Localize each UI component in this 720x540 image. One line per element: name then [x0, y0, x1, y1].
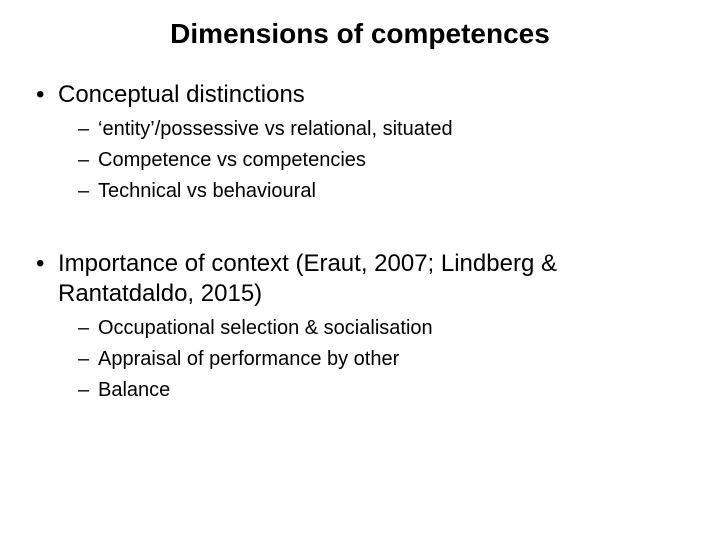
slide: Dimensions of competences Conceptual dis… [0, 0, 720, 540]
sub-bullet-item: Technical vs behavioural [58, 178, 690, 205]
sub-bullet-text: Competence vs competencies [98, 149, 366, 171]
bullet-list: Importance of context (Eraut, 2007; Lind… [30, 249, 690, 404]
sub-bullet-text: ‘entity’/possessive vs relational, situa… [98, 118, 453, 140]
sub-bullet-item: Balance [58, 377, 690, 404]
sub-bullet-item: Occupational selection & socialisation [58, 315, 690, 342]
bullet-text: Conceptual distinctions [58, 81, 305, 108]
sub-bullet-text: Balance [98, 379, 170, 401]
bullet-text: Importance of context (Eraut, 2007; Lind… [58, 250, 557, 307]
bullet-item: Conceptual distinctions ‘entity’/possess… [30, 80, 690, 205]
sub-bullet-text: Occupational selection & socialisation [98, 317, 433, 339]
slide-title: Dimensions of competences [30, 18, 690, 50]
spacer [30, 215, 690, 249]
sub-bullet-list: ‘entity’/possessive vs relational, situa… [58, 116, 690, 205]
sub-bullet-text: Appraisal of performance by other [98, 348, 399, 370]
sub-bullet-item: ‘entity’/possessive vs relational, situa… [58, 116, 690, 143]
sub-bullet-text: Technical vs behavioural [98, 180, 316, 202]
bullet-item: Importance of context (Eraut, 2007; Lind… [30, 249, 690, 404]
sub-bullet-list: Occupational selection & socialisation A… [58, 315, 690, 404]
sub-bullet-item: Appraisal of performance by other [58, 346, 690, 373]
sub-bullet-item: Competence vs competencies [58, 147, 690, 174]
bullet-list: Conceptual distinctions ‘entity’/possess… [30, 80, 690, 205]
